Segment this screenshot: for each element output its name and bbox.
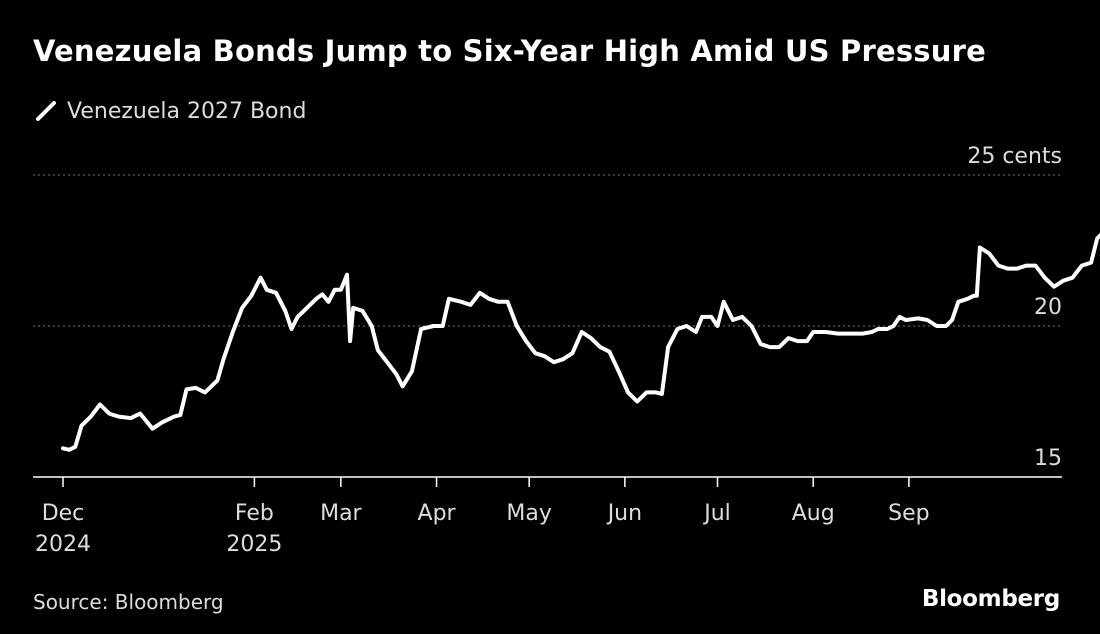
line-chart: 25 cents 20 15 Dec 2024 Feb 2025 Mar Apr May Jun J…	[33, 144, 1100, 557]
x-tick-label: Apr	[418, 501, 457, 526]
y-tick-label: 25 cents	[967, 144, 1062, 169]
x-tick-year-label: 2025	[226, 532, 282, 557]
y-tick-label: 20	[1034, 295, 1062, 320]
bloomberg-logo: Bloomberg	[921, 586, 1060, 612]
legend-series-label: Venezuela 2027 Bond	[67, 98, 307, 124]
chart-title: Venezuela Bonds Jump to Six-Year High Am…	[33, 34, 986, 68]
series-layer	[61, 232, 1100, 452]
grid-layer	[33, 174, 1062, 327]
x-tick-label: Feb	[235, 501, 274, 526]
x-tick-label: Jul	[702, 501, 731, 526]
y-tick-labels: 25 cents 20 15	[967, 144, 1062, 471]
x-tick-label: Dec	[42, 501, 85, 526]
source-note: Source: Bloomberg	[33, 590, 224, 614]
x-tick-label: Sep	[888, 501, 929, 526]
x-tick-labels: Dec 2024 Feb 2025 Mar Apr May Jun Jul Aug Sep	[35, 501, 930, 557]
x-tick-label: Jun	[606, 501, 642, 526]
x-axis	[33, 476, 1062, 487]
y-tick-label: 15	[1034, 446, 1062, 471]
x-tick-label: Mar	[320, 501, 362, 526]
x-tick-year-label: 2024	[35, 532, 91, 557]
legend: Venezuela 2027 Bond	[35, 96, 306, 126]
x-tick-label: May	[506, 501, 551, 526]
series-line-venezuela-2027-bond	[61, 232, 1100, 452]
legend-line-icon	[36, 101, 56, 121]
x-tick-label: Aug	[792, 501, 835, 526]
